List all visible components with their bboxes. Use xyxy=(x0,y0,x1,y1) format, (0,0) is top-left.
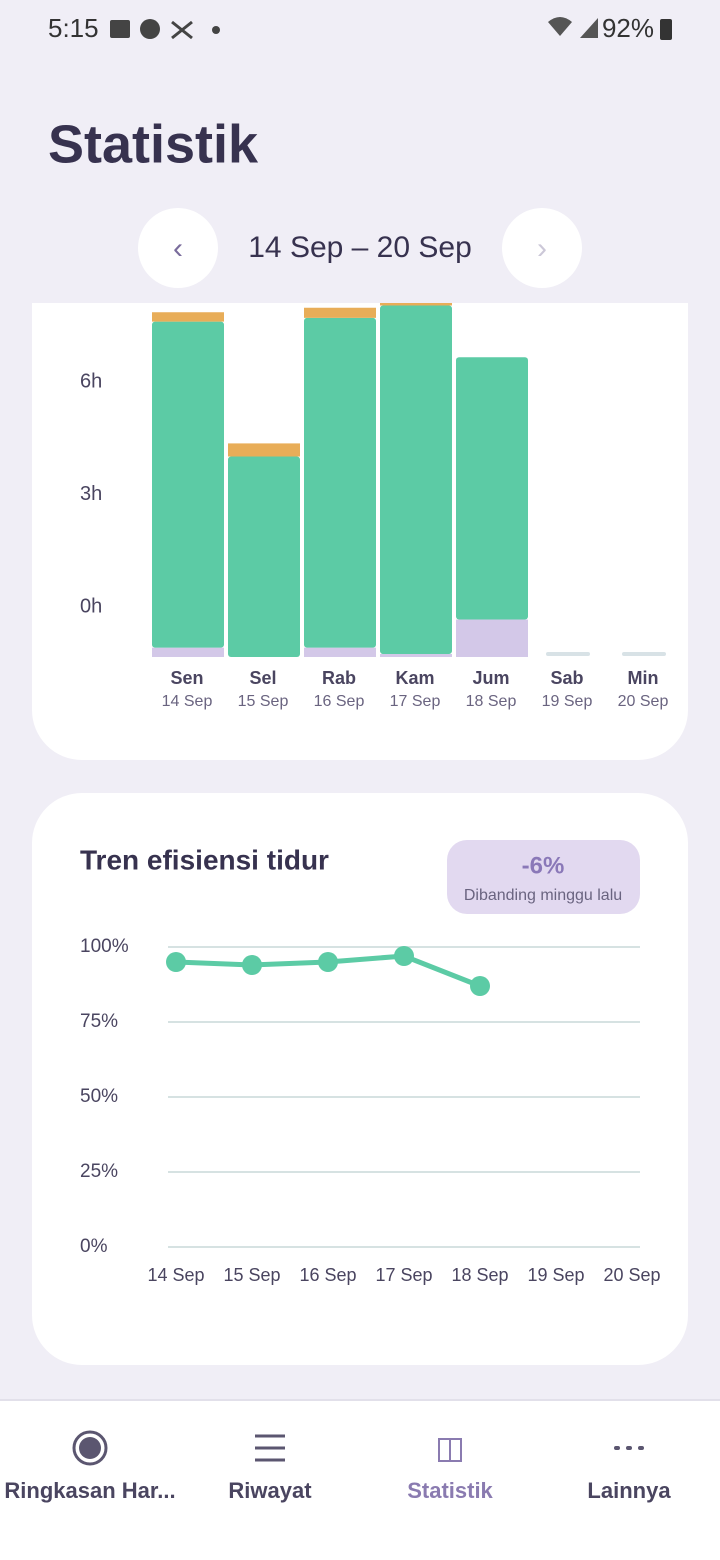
x-tick-label: 19 Sep xyxy=(527,1265,584,1285)
badge-value: -6% xyxy=(522,852,565,879)
nav-icon xyxy=(255,1434,285,1462)
y-tick-label: 75% xyxy=(80,1011,118,1032)
point xyxy=(394,946,414,966)
x-tick-label: 17 Sep xyxy=(375,1265,432,1285)
x-tick-date: 16 Sep xyxy=(314,693,365,710)
x-tick-label: Sab xyxy=(550,668,583,688)
nav-label[interactable]: Statistik xyxy=(407,1478,493,1503)
badge xyxy=(447,840,640,914)
bar-segment xyxy=(152,312,224,322)
nav-icon xyxy=(72,1430,108,1466)
point xyxy=(166,952,186,972)
y-tick-label: 0% xyxy=(80,1236,108,1257)
x-tick-label: Rab xyxy=(322,668,356,688)
bar-segment xyxy=(456,619,528,657)
nav-label[interactable]: Riwayat xyxy=(228,1478,312,1503)
nav-label[interactable]: Lainnya xyxy=(587,1478,671,1503)
y-tick-label: 0h xyxy=(80,595,102,617)
x-tick-label: 18 Sep xyxy=(451,1265,508,1285)
prev-icon: ‹ xyxy=(173,232,183,265)
battery-icon xyxy=(660,19,672,40)
bar-segment xyxy=(152,647,224,657)
signal-icon xyxy=(580,18,598,38)
x-tick-date: 19 Sep xyxy=(542,693,593,710)
nav-label[interactable]: Ringkasan Har... xyxy=(4,1478,175,1503)
battery-text: 92% xyxy=(602,13,654,43)
x-tick-label: 20 Sep xyxy=(603,1265,660,1285)
x-tick-label: 14 Sep xyxy=(147,1265,204,1285)
empty-bar xyxy=(622,652,666,656)
bar-segment xyxy=(380,303,452,306)
empty-bar xyxy=(546,652,590,656)
status-icon xyxy=(110,20,130,38)
status-dot xyxy=(212,26,220,34)
x-tick-date: 15 Sep xyxy=(238,693,289,710)
x-tick-label: Sen xyxy=(170,668,203,688)
bar-segment xyxy=(228,443,300,457)
x-tick-date: 18 Sep xyxy=(466,693,517,710)
x-tick-label: Jum xyxy=(472,668,509,688)
bar-segment xyxy=(228,456,300,657)
y-tick-label: 3h xyxy=(80,483,102,505)
y-tick-label: 6h xyxy=(80,370,102,392)
next-icon: › xyxy=(537,232,547,265)
y-tick-label: 100% xyxy=(80,936,129,957)
x-tick-date: 20 Sep xyxy=(618,693,669,710)
next-week-button[interactable] xyxy=(502,208,582,288)
bar-segment xyxy=(456,357,528,620)
status-icon xyxy=(171,20,193,40)
chart-title: Tren efisiensi tidur xyxy=(80,844,329,875)
prev-week-button[interactable] xyxy=(138,208,218,288)
wifi-icon xyxy=(548,17,572,36)
bar-segment xyxy=(304,307,376,318)
bottom-nav xyxy=(0,1400,720,1560)
point xyxy=(470,976,490,996)
x-tick-label: Kam xyxy=(395,668,434,688)
x-tick-label: Sel xyxy=(249,668,276,688)
status-icon xyxy=(140,19,160,39)
x-tick-label: 16 Sep xyxy=(299,1265,356,1285)
nav-icon xyxy=(79,1437,101,1459)
y-tick-label: 50% xyxy=(80,1086,118,1107)
bar-segment xyxy=(380,654,452,657)
nav-icon xyxy=(438,1438,462,1462)
bar-segment xyxy=(152,321,224,648)
bar-segment xyxy=(304,647,376,657)
x-tick-date: 17 Sep xyxy=(390,693,441,710)
efficiency-card xyxy=(32,793,688,1365)
badge-caption: Dibanding minggu lalu xyxy=(464,887,622,904)
y-tick-label: 25% xyxy=(80,1161,118,1182)
date-range: 14 Sep – 20 Sep xyxy=(248,231,472,264)
status-time: 5:15 xyxy=(48,13,99,43)
x-tick-date: 14 Sep xyxy=(162,693,213,710)
bar-segment xyxy=(304,317,376,648)
page-title: Statistik xyxy=(48,114,259,174)
x-tick-label: Min xyxy=(628,668,659,688)
point xyxy=(242,955,262,975)
x-tick-label: 15 Sep xyxy=(223,1265,280,1285)
point xyxy=(318,952,338,972)
bar-segment xyxy=(380,305,452,655)
